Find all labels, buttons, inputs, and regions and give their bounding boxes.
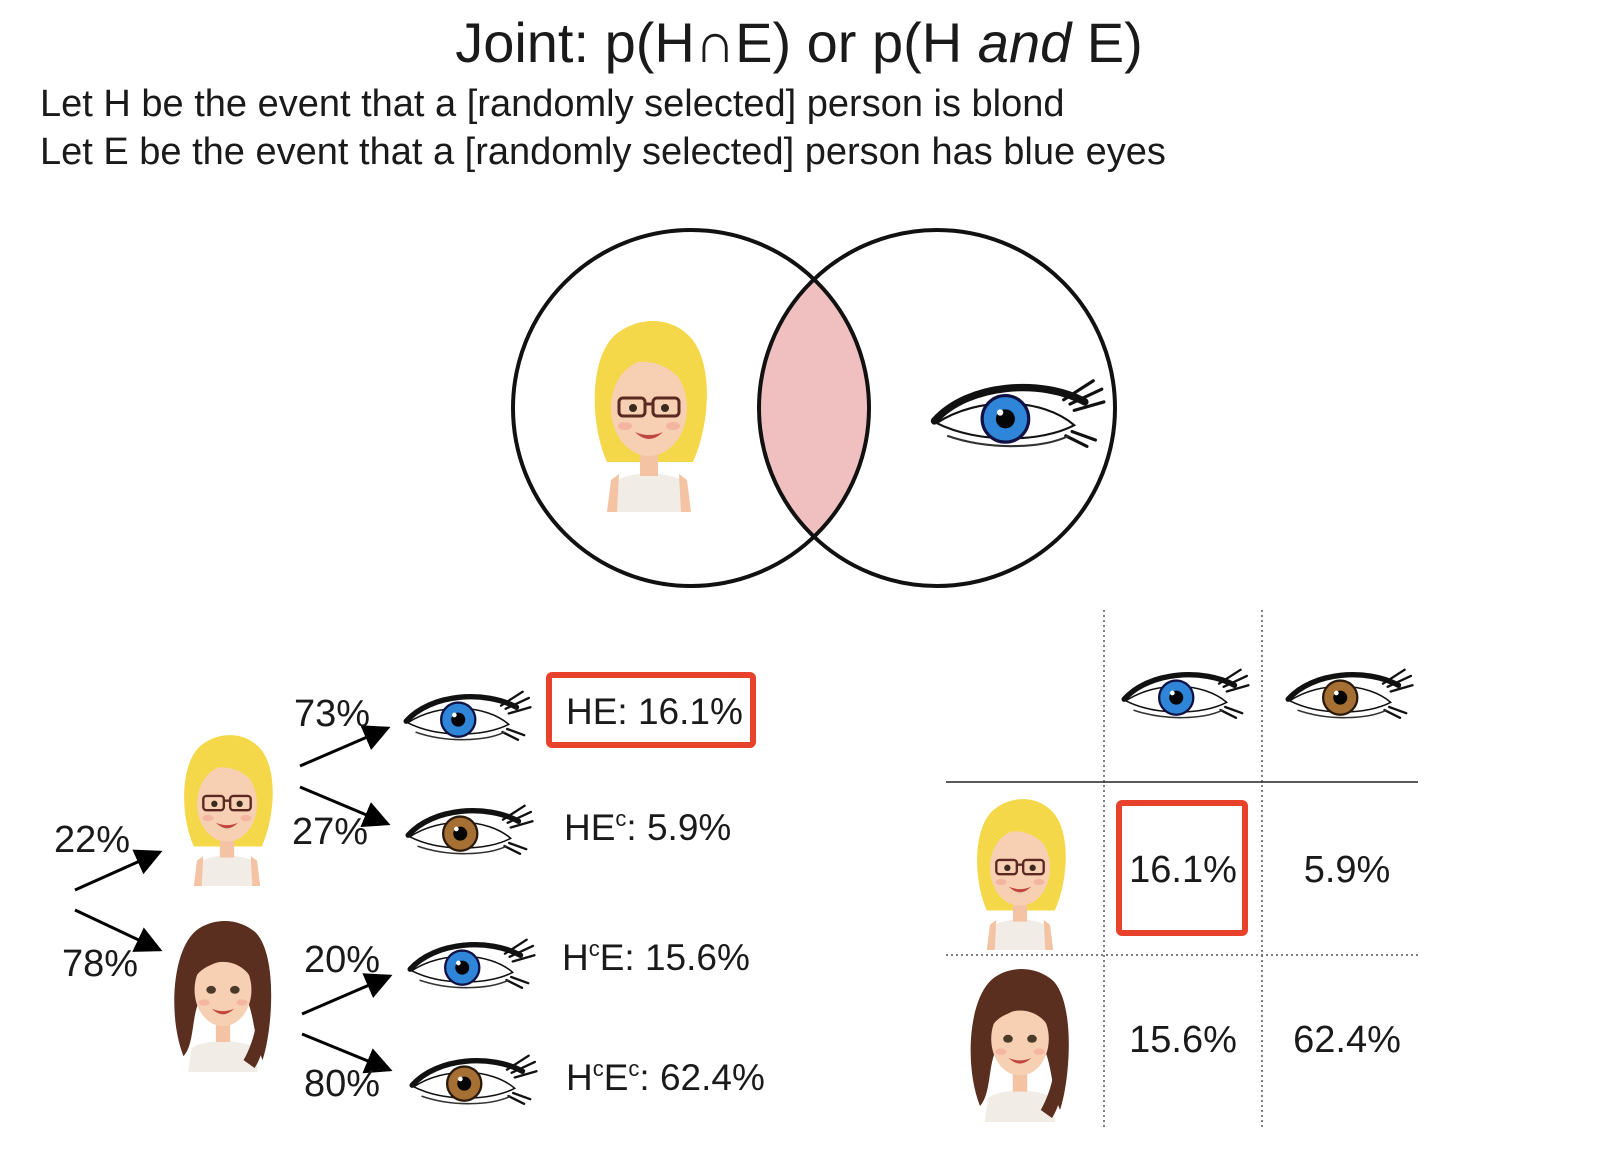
table-brown-eye-icon <box>1288 670 1412 718</box>
tree-brown-eye-icon-1 <box>408 806 532 854</box>
title-prefix: Joint: p(H∩E) or p(H <box>455 11 978 74</box>
table-blond-woman-icon <box>975 797 1068 950</box>
outcome-hec: HEc: 5.9% <box>564 806 731 855</box>
title-suffix: E) <box>1071 11 1143 74</box>
label-p-blond: 22% <box>54 819 131 861</box>
cell-brunette-blue: 15.6% <box>1129 1019 1237 1061</box>
outcome-hcec-value: : 62.4% <box>639 1057 765 1098</box>
highlight-box-table <box>1116 800 1248 936</box>
tree-brunette-woman-icon <box>174 920 272 1072</box>
blond-woman-icon <box>593 319 709 512</box>
label-p-brunette-blue: 20% <box>304 939 381 981</box>
blue-eye-icon <box>934 381 1103 447</box>
cell-blond-blue: 16.1% <box>1129 849 1237 891</box>
page-title: Joint: p(H∩E) or p(H and E) <box>0 8 1598 78</box>
definition-e: Let E be the event that a [randomly sele… <box>40 131 1166 173</box>
arrow-to-brunette <box>74 908 163 952</box>
outcome-hec-value: : 5.9% <box>626 807 732 848</box>
tree-brown-eye-icon-2 <box>412 1056 536 1104</box>
outcome-hcec-h: H <box>566 1057 593 1098</box>
arrow-blond-blue <box>299 725 391 768</box>
table-blue-eye-icon <box>1124 670 1248 718</box>
outcome-hcec: HcEc: 62.4% <box>566 1056 765 1105</box>
tree-blue-eye-icon-1 <box>406 692 530 740</box>
venn-circle-e <box>757 228 1117 588</box>
outcome-hce: HcE: 15.6% <box>562 936 750 985</box>
outcome-hcec-sup1: c <box>592 1056 604 1081</box>
arrow-brunette-blue <box>301 973 393 1016</box>
outcome-hce-value: E: 15.6% <box>599 937 750 978</box>
label-p-brunette-brown: 80% <box>304 1063 381 1105</box>
label-p-brunette: 78% <box>62 943 139 985</box>
outcome-hce-main: H <box>562 937 589 978</box>
venn-diagram <box>511 228 1117 588</box>
outcome-he: HE: 16.1% <box>566 691 743 732</box>
outcome-hce-sup: c <box>588 936 600 961</box>
joint-table-grid <box>946 610 1418 1130</box>
definition-h: Let H be the event that a [randomly sele… <box>40 83 1065 125</box>
arrow-to-blond <box>74 849 163 892</box>
label-p-blond-blue: 73% <box>294 693 371 735</box>
outcome-hcec-sup2: c <box>628 1056 640 1081</box>
venn-circle-h <box>511 228 871 588</box>
table-brunette-woman-icon <box>970 969 1069 1122</box>
outcome-hec-sup: c <box>615 806 627 831</box>
tree-blue-eye-icon-2 <box>410 940 534 988</box>
probability-tree <box>74 692 536 1104</box>
cell-blond-brown: 5.9% <box>1303 849 1391 891</box>
arrow-brunette-brown <box>301 1032 393 1074</box>
tree-blond-woman-icon <box>182 733 275 886</box>
highlight-box-tree <box>546 672 756 748</box>
outcome-hcec-e: E <box>603 1057 629 1098</box>
arrow-blond-brown <box>299 785 391 828</box>
cell-brunette-brown: 62.4% <box>1293 1019 1401 1061</box>
label-p-blond-brown: 27% <box>292 811 369 853</box>
title-italic: and <box>977 11 1072 74</box>
outcome-hec-main: HE <box>564 807 616 848</box>
